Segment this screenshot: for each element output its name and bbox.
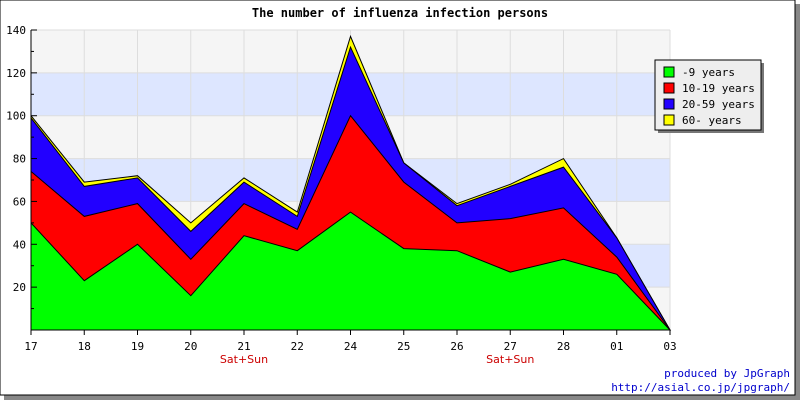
y-tick-label: 20 [13, 281, 26, 294]
weekend-labels: Sat+Sun Sat+Sun [220, 353, 534, 366]
legend-label: 60- years [682, 114, 742, 127]
y-tick-label: 40 [13, 238, 26, 251]
legend-swatch [663, 66, 675, 78]
x-tick-label: 01 [610, 340, 623, 353]
x-tick-label: 22 [291, 340, 304, 353]
legend-label: 20-59 years [682, 98, 755, 111]
legend: -9 years 10-19 years 20-59 years 60- years [654, 59, 764, 133]
y-tick-label: 120 [6, 67, 26, 80]
credit-produced-by: produced by JpGraph [664, 367, 790, 380]
x-tick-label: 25 [397, 340, 410, 353]
x-tick-label: 26 [450, 340, 463, 353]
x-tick-label: 18 [78, 340, 91, 353]
y-tick-label: 140 [6, 24, 26, 37]
x-axis-ticks: 17 18 19 20 21 22 24 25 26 27 28 01 03 [24, 330, 677, 353]
chart-title: The number of influenza infection person… [252, 6, 548, 20]
x-tick-label: 20 [184, 340, 197, 353]
legend-swatch [663, 114, 675, 126]
weekend-label: Sat+Sun [220, 353, 268, 366]
x-tick-label: 27 [504, 340, 517, 353]
x-tick-label: 19 [131, 340, 144, 353]
y-tick-label: 80 [13, 153, 26, 166]
area-9-years [30, 211, 672, 331]
y-tick-label: 100 [6, 110, 26, 123]
weekend-label: Sat+Sun [486, 353, 534, 366]
x-tick-label: 17 [24, 340, 37, 353]
credit-url: http://asial.co.jp/jpgraph/ [611, 381, 790, 394]
x-tick-label: 03 [663, 340, 676, 353]
legend-label: 10-19 years [682, 82, 755, 95]
x-tick-label: 24 [344, 340, 358, 353]
legend-swatch [663, 82, 675, 94]
y-axis-ticks: 20 40 60 80 100 120 140 [6, 24, 37, 310]
x-tick-label: 21 [237, 340, 250, 353]
area-series [30, 34, 672, 331]
legend-swatch [663, 98, 675, 110]
legend-label: -9 years [682, 66, 735, 79]
x-tick-label: 28 [557, 340, 570, 353]
y-tick-label: 60 [13, 195, 26, 208]
